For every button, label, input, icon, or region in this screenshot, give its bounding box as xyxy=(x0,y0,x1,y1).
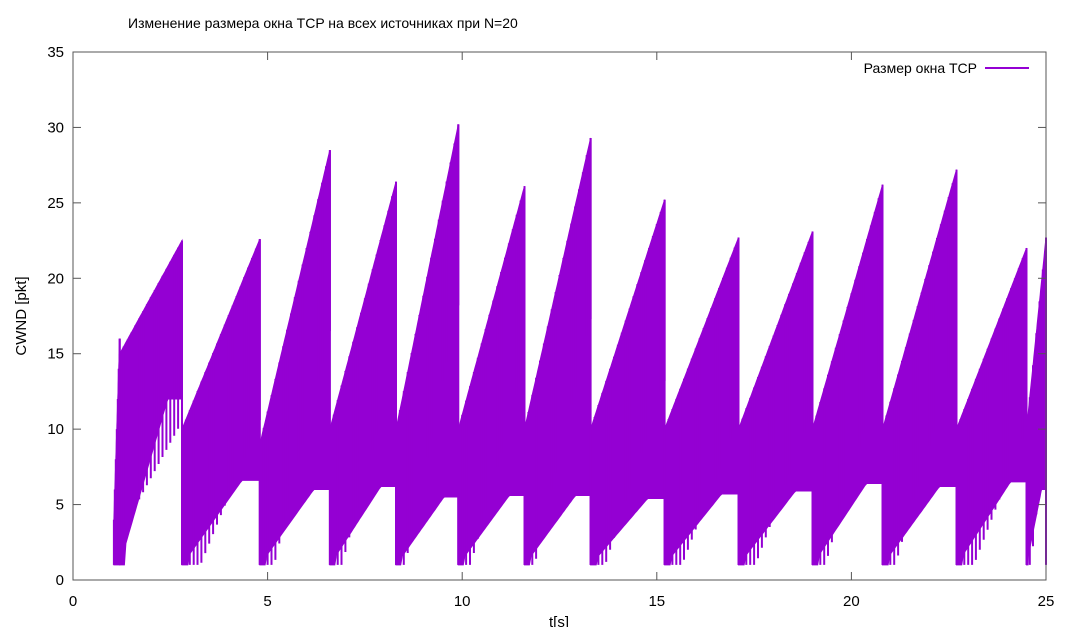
y-tick-label: 15 xyxy=(47,346,64,363)
cwnd-segment-9 xyxy=(589,199,666,566)
x-tick-label: 25 xyxy=(1038,593,1055,610)
x-tick-label: 15 xyxy=(648,593,665,610)
cwnd-segment-13 xyxy=(881,169,958,566)
cwnd-segment-2 xyxy=(118,238,183,566)
cwnd-segment-6 xyxy=(395,124,460,566)
cwnd-segment-11 xyxy=(737,231,814,566)
cwnd-band xyxy=(524,137,592,566)
cwnd-band xyxy=(329,181,397,566)
x-tick-label: 10 xyxy=(454,593,471,610)
cwnd-segment-8 xyxy=(523,137,592,566)
y-axis-label: CWND [pkt] xyxy=(13,276,30,355)
series-layer xyxy=(112,124,1047,566)
cwnd-segment-4 xyxy=(258,149,331,566)
x-axis-label: t[s] xyxy=(549,614,569,627)
y-tick-label: 25 xyxy=(47,195,64,212)
y-tick-label: 35 xyxy=(47,44,64,61)
y-tick-label: 5 xyxy=(56,497,64,514)
cwnd-segment-15 xyxy=(1025,237,1047,566)
chart-title: Изменение размера окна TCP на всех источ… xyxy=(128,15,518,31)
cwnd-segment-12 xyxy=(811,184,884,566)
y-tick-label: 0 xyxy=(56,572,64,589)
cwnd-segment-14 xyxy=(955,247,1028,566)
cwnd-segment-3 xyxy=(181,238,261,566)
legend-entry-label: Размер окна TCP xyxy=(864,60,977,76)
x-tick-label: 5 xyxy=(263,593,271,610)
y-tick-label: 10 xyxy=(47,421,64,438)
y-tick-label: 20 xyxy=(47,270,64,287)
x-tick-label: 20 xyxy=(843,593,860,610)
cwnd-segment-5 xyxy=(328,181,397,566)
plot-frame xyxy=(72,51,1047,581)
legend: Размер окна TCP xyxy=(864,60,1029,76)
cwnd-band xyxy=(457,186,525,566)
x-tick-label: 0 xyxy=(69,593,77,610)
cwnd-segment-10 xyxy=(663,237,740,566)
y-tick-label: 30 xyxy=(47,119,64,136)
cwnd-segment-7 xyxy=(457,186,526,566)
axis-ticks: 0 5 10 15 20 25 0 5 10 15 20 25 30 35 xyxy=(47,44,1054,610)
